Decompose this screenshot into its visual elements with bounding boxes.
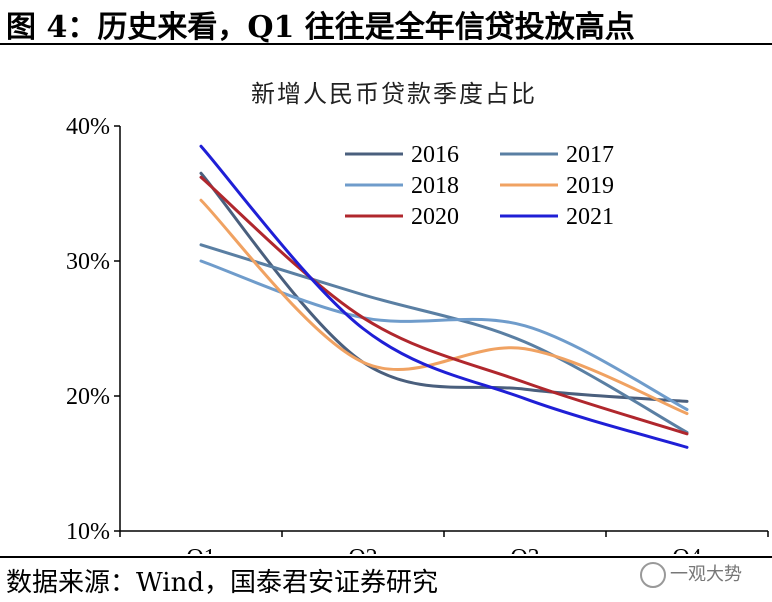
- series-line-2017: [199, 243, 689, 434]
- y-tick-label: 40%: [66, 114, 110, 140]
- watermark: 一观大势: [640, 560, 742, 588]
- series-line-2019: [199, 198, 689, 416]
- legend-label-2019: 2019: [566, 173, 614, 199]
- top-rule: [0, 43, 772, 45]
- x-tick-label: Q2: [348, 545, 377, 554]
- legend-label-2018: 2018: [411, 173, 459, 199]
- y-tick-label: 20%: [66, 384, 110, 410]
- legend-label-2017: 2017: [566, 142, 614, 168]
- watermark-text: 一观大势: [670, 564, 742, 585]
- series-line-2021: [199, 144, 689, 449]
- legend-label-2021: 2021: [566, 204, 614, 230]
- chart-title: 新增人民币贷款季度占比: [251, 80, 537, 108]
- x-tick-label: Q1: [186, 545, 215, 554]
- line-chart: 新增人民币贷款季度占比 10% 20% 30% 40% Q1 Q2 Q3 Q4 2016 2017 2…: [66, 80, 769, 554]
- x-tick-label: Q4: [672, 545, 701, 554]
- legend-label-2016: 2016: [411, 142, 459, 168]
- series-line-2018: [199, 259, 689, 411]
- y-tick-label: 10%: [66, 519, 110, 545]
- series-line-2016: [199, 171, 689, 403]
- series-line-2020: [199, 175, 689, 436]
- legend-label-2020: 2020: [411, 204, 459, 230]
- y-tick-label: 30%: [66, 249, 110, 275]
- figure-title: 图 4：历史来看，Q1 往往是全年信贷投放高点: [6, 10, 635, 45]
- watermark-logo-icon: [640, 562, 666, 588]
- x-tick-label: Q3: [510, 545, 539, 554]
- source-note: 数据来源：Wind，国泰君安证券研究: [6, 568, 438, 598]
- bottom-rule: [0, 556, 772, 558]
